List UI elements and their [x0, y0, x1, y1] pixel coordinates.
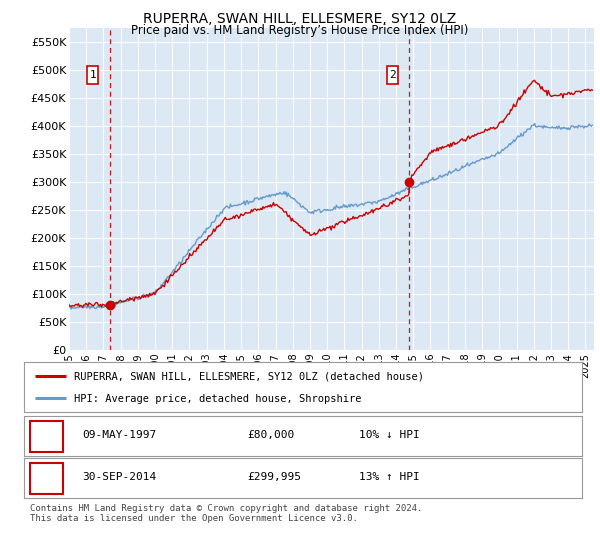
FancyBboxPatch shape — [29, 463, 63, 493]
Text: HPI: Average price, detached house, Shropshire: HPI: Average price, detached house, Shro… — [74, 394, 362, 404]
Text: 2: 2 — [43, 471, 50, 484]
Text: 30-SEP-2014: 30-SEP-2014 — [83, 473, 157, 482]
Text: 1: 1 — [43, 429, 50, 442]
FancyBboxPatch shape — [29, 421, 63, 451]
Text: Contains HM Land Registry data © Crown copyright and database right 2024.
This d: Contains HM Land Registry data © Crown c… — [30, 504, 422, 524]
FancyBboxPatch shape — [87, 66, 98, 84]
Text: 13% ↑ HPI: 13% ↑ HPI — [359, 473, 419, 482]
Text: 10% ↓ HPI: 10% ↓ HPI — [359, 431, 419, 440]
Text: RUPERRA, SWAN HILL, ELLESMERE, SY12 0LZ: RUPERRA, SWAN HILL, ELLESMERE, SY12 0LZ — [143, 12, 457, 26]
Text: RUPERRA, SWAN HILL, ELLESMERE, SY12 0LZ (detached house): RUPERRA, SWAN HILL, ELLESMERE, SY12 0LZ … — [74, 371, 424, 381]
Text: £80,000: £80,000 — [247, 431, 295, 440]
Text: Price paid vs. HM Land Registry’s House Price Index (HPI): Price paid vs. HM Land Registry’s House … — [131, 24, 469, 36]
Text: £299,995: £299,995 — [247, 473, 301, 482]
Text: 1: 1 — [89, 70, 96, 80]
Text: 2: 2 — [389, 70, 395, 80]
Text: 09-MAY-1997: 09-MAY-1997 — [83, 431, 157, 440]
FancyBboxPatch shape — [386, 66, 398, 84]
